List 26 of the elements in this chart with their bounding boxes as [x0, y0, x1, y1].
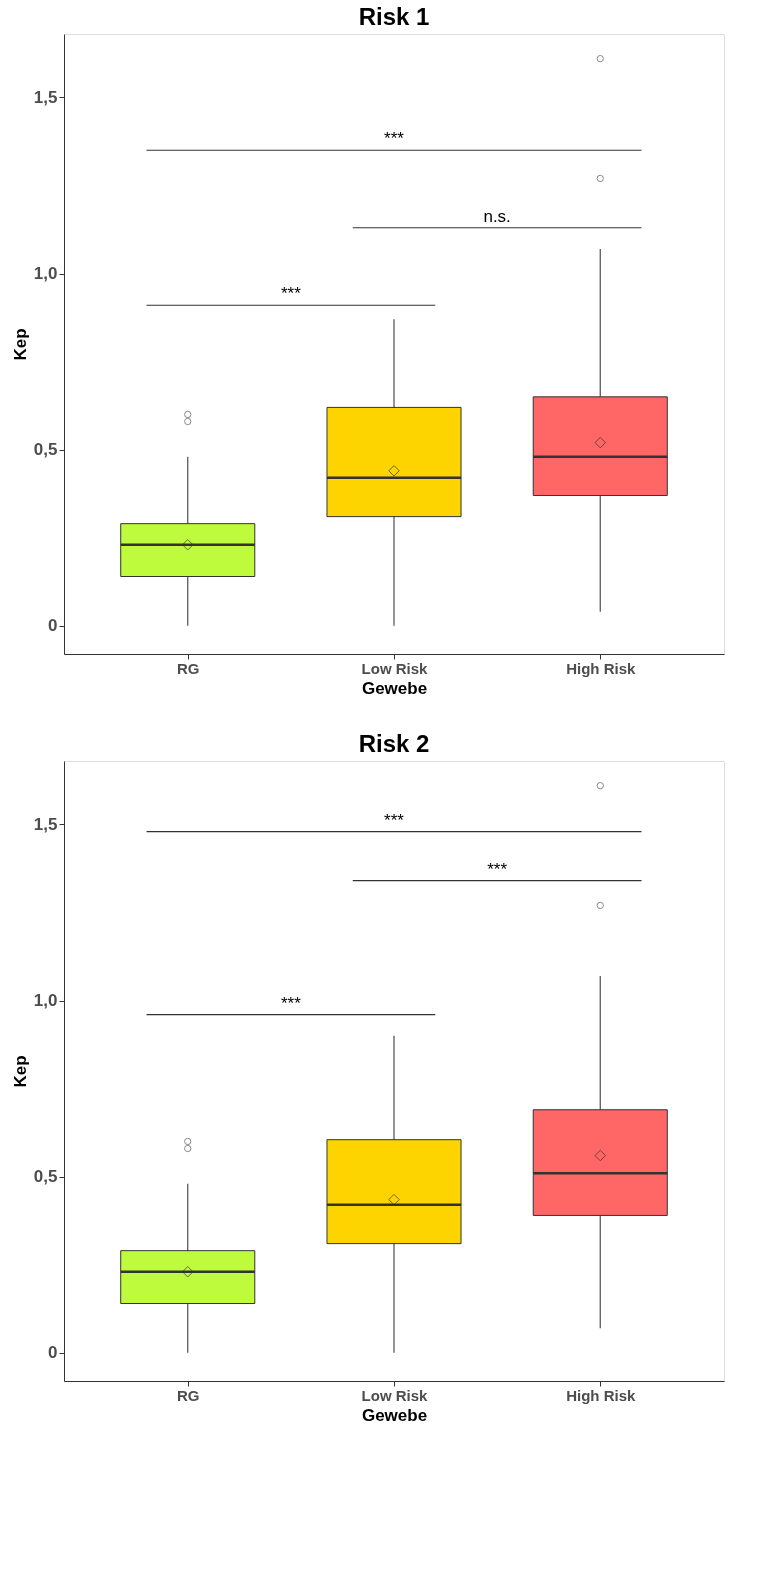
y-tick-label: 1,5: [33, 87, 58, 107]
annotation: ***: [487, 859, 508, 879]
x-tick-label: High Risk: [566, 1386, 636, 1404]
annotation: ***: [280, 284, 302, 304]
y-axis-title: Kep: [10, 328, 30, 361]
x-tick-label: High Risk: [566, 659, 636, 677]
annotation: ***: [384, 129, 405, 149]
annotation: ***: [384, 810, 405, 830]
x-tick-label: Low Risk: [361, 659, 429, 677]
annotation: ***: [280, 993, 302, 1013]
chart-title: Risk 1: [358, 3, 430, 30]
x-tick-label: Low Risk: [361, 1386, 429, 1404]
x-tick-label: RG: [177, 1386, 200, 1404]
annotation: n.s.: [483, 206, 511, 226]
x-axis-title: Gewebe: [361, 678, 428, 698]
y-tick-label: 1,0: [33, 264, 58, 284]
y-tick-label: 0,5: [33, 1167, 58, 1187]
x-axis-title: Gewebe: [361, 1405, 428, 1425]
y-tick-label: 1,0: [33, 991, 58, 1011]
y-tick-label: 0,5: [33, 440, 58, 460]
y-tick-label: 0: [48, 1343, 58, 1363]
y-axis-title: Kep: [10, 1055, 30, 1088]
y-tick-label: 1,5: [33, 814, 58, 834]
y-tick-label: 0: [48, 616, 58, 636]
chart-title: Risk 2: [358, 730, 430, 757]
x-tick-label: RG: [177, 659, 200, 677]
